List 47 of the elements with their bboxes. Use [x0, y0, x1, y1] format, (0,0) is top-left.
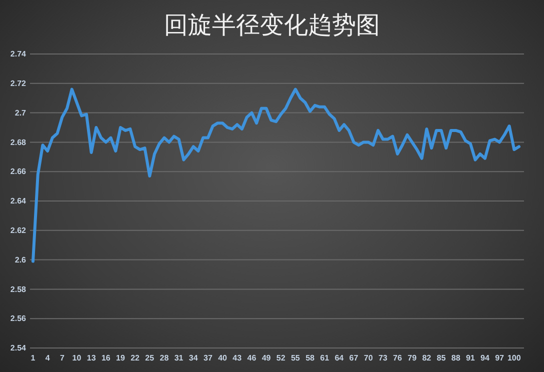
line-series — [32, 88, 520, 263]
x-tick-label: 70 — [364, 354, 374, 363]
x-tick-label: 4 — [45, 354, 50, 363]
x-tick-label: 73 — [378, 354, 388, 363]
x-tick-label: 97 — [495, 354, 505, 363]
y-tick-label: 2.62 — [10, 226, 27, 235]
x-tick-label: 43 — [232, 354, 242, 363]
x-tick-label: 91 — [466, 354, 476, 363]
x-tick-label: 76 — [393, 354, 402, 363]
x-tick-label: 7 — [60, 354, 65, 363]
x-tick-label: 46 — [247, 354, 257, 363]
y-tick-label: 2.74 — [10, 50, 27, 59]
y-tick-label: 2.7 — [14, 108, 27, 118]
x-tick-label: 55 — [290, 354, 300, 363]
x-tick-label: 82 — [422, 354, 432, 363]
x-tick-label: 64 — [334, 354, 344, 363]
chart-title: 回旋半径变化趋势图 — [164, 11, 380, 39]
x-tick-label: 19 — [116, 354, 126, 363]
y-tick-label: 2.54 — [10, 344, 27, 353]
x-tick-label: 52 — [276, 354, 286, 363]
x-tick-label: 40 — [218, 354, 228, 363]
y-tick-label: 2.56 — [10, 314, 27, 324]
x-tick-label: 79 — [408, 354, 418, 363]
x-tick-label: 22 — [130, 354, 140, 363]
x-tick-label: 58 — [306, 354, 316, 363]
x-tick-label: 61 — [320, 354, 330, 363]
x-tick-label: 85 — [436, 354, 446, 363]
x-tick-label: 88 — [451, 354, 461, 363]
x-tick-label: 13 — [86, 354, 96, 363]
y-tick-label: 2.64 — [10, 196, 27, 206]
x-tick-label: 67 — [349, 354, 359, 363]
x-tick-label: 37 — [204, 354, 213, 363]
x-tick-label: 94 — [480, 354, 490, 363]
y-tick-label: 2.6 — [14, 255, 27, 264]
y-tick-label: 2.58 — [10, 284, 27, 294]
x-tick-label: 49 — [262, 354, 272, 363]
x-tick-label: 100 — [507, 354, 522, 363]
y-tick-label: 2.68 — [10, 138, 27, 147]
x-tick-label: 28 — [160, 354, 170, 363]
y-tick-label: 2.72 — [10, 78, 27, 88]
x-tick-label: 25 — [145, 354, 155, 363]
x-tick-label: 16 — [101, 354, 111, 363]
x-tick-label: 34 — [188, 354, 198, 363]
x-tick-label: 31 — [174, 354, 184, 363]
x-tick-label: 1 — [30, 354, 36, 363]
x-tick-label: 10 — [72, 354, 82, 363]
y-tick-label: 2.66 — [10, 167, 27, 176]
